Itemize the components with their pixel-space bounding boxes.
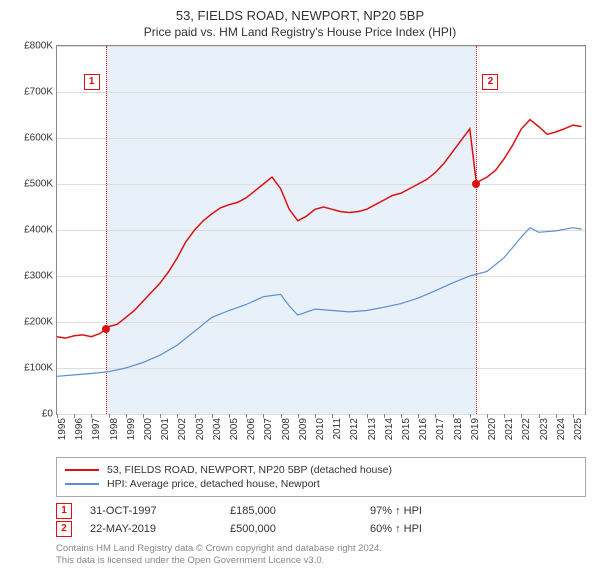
x-tick-label: 2017 — [435, 418, 446, 440]
x-tick-label: 1999 — [126, 418, 137, 440]
x-tick-label: 2021 — [504, 418, 515, 440]
x-tick-label: 1997 — [91, 418, 102, 440]
chart-title: 53, FIELDS ROAD, NEWPORT, NP20 5BP — [8, 8, 592, 23]
x-tick-label: 2003 — [195, 418, 206, 440]
y-tick-label: £400K — [24, 225, 53, 236]
x-tick-label: 2012 — [349, 418, 360, 440]
x-tick-label: 2005 — [229, 418, 240, 440]
x-tick-label: 2006 — [246, 418, 257, 440]
y-tick-label: £600K — [24, 133, 53, 144]
x-tick-label: 2008 — [281, 418, 292, 440]
y-tick-label: £500K — [24, 179, 53, 190]
attribution-line1: Contains HM Land Registry data © Crown c… — [56, 543, 592, 555]
legend-row: HPI: Average price, detached house, Newp… — [65, 478, 577, 490]
marker-row: 2 22-MAY-2019£500,00060% ↑ HPI — [56, 521, 592, 537]
y-tick-label: £200K — [24, 317, 53, 328]
title-block: 53, FIELDS ROAD, NEWPORT, NP20 5BP Price… — [8, 8, 592, 39]
marker-price: £185,000 — [230, 505, 370, 517]
x-tick-label: 2013 — [367, 418, 378, 440]
x-tick-label: 2019 — [470, 418, 481, 440]
marker-row: 1 31-OCT-1997£185,00097% ↑ HPI — [56, 503, 592, 519]
marker-id-box: 2 — [56, 521, 72, 537]
x-tick-label: 2011 — [332, 418, 343, 440]
marker-date: 31-OCT-1997 — [90, 505, 230, 517]
x-tick-label: 2010 — [315, 418, 326, 440]
y-tick-label: £100K — [24, 363, 53, 374]
line-series — [57, 120, 582, 339]
x-tick-label: 2018 — [453, 418, 464, 440]
x-tick-label: 2001 — [160, 418, 171, 440]
plot-area: £0£100K£200K£300K£400K£500K£600K£700K£80… — [56, 45, 586, 415]
x-tick-label: 2024 — [556, 418, 567, 440]
marker-delta: 97% ↑ HPI — [370, 505, 510, 517]
x-tick-label: 1996 — [74, 418, 85, 440]
y-axis: £0£100K£200K£300K£400K£500K£600K£700K£80… — [9, 46, 57, 414]
x-tick-label: 2022 — [521, 418, 532, 440]
legend-swatch — [65, 469, 99, 471]
x-tick-label: 2014 — [384, 418, 395, 440]
legend-row: 53, FIELDS ROAD, NEWPORT, NP20 5BP (deta… — [65, 464, 577, 476]
marker-table: 1 31-OCT-1997£185,00097% ↑ HPI 2 22-MAY-201… — [56, 503, 592, 537]
chart-subtitle: Price paid vs. HM Land Registry's House … — [8, 25, 592, 39]
x-tick-label: 2002 — [177, 418, 188, 440]
x-tick-label: 1998 — [109, 418, 120, 440]
x-tick-label: 2009 — [298, 418, 309, 440]
x-tick-label: 2000 — [143, 418, 154, 440]
x-tick-label: 2023 — [539, 418, 550, 440]
x-tick-label: 2015 — [401, 418, 412, 440]
attribution: Contains HM Land Registry data © Crown c… — [56, 543, 592, 568]
x-tick-label: 2007 — [263, 418, 274, 440]
legend-label: 53, FIELDS ROAD, NEWPORT, NP20 5BP (deta… — [107, 464, 392, 476]
legend: 53, FIELDS ROAD, NEWPORT, NP20 5BP (deta… — [56, 457, 586, 497]
marker-id-box: 1 — [56, 503, 72, 519]
x-tick-label: 2004 — [212, 418, 223, 440]
y-tick-label: £700K — [24, 87, 53, 98]
marker-price: £500,000 — [230, 523, 370, 535]
x-axis: 1995 1996 1997 1998 1999 2000 2001 2002 2003 2004… — [57, 414, 585, 452]
line-series-svg — [57, 46, 585, 414]
marker-delta: 60% ↑ HPI — [370, 523, 510, 535]
x-tick-label: 1995 — [57, 418, 68, 440]
marker-date: 22-MAY-2019 — [90, 523, 230, 535]
y-tick-label: £800K — [24, 41, 53, 52]
x-tick-label: 2020 — [487, 418, 498, 440]
legend-label: HPI: Average price, detached house, Newp… — [107, 478, 320, 490]
legend-swatch — [65, 483, 99, 485]
x-tick-label: 2016 — [418, 418, 429, 440]
y-tick-label: £0 — [42, 409, 53, 420]
attribution-line2: This data is licensed under the Open Gov… — [56, 555, 592, 567]
y-tick-label: £300K — [24, 271, 53, 282]
x-tick-label: 2025 — [573, 418, 584, 440]
chart-container: 53, FIELDS ROAD, NEWPORT, NP20 5BP Price… — [0, 0, 600, 560]
line-series — [57, 228, 582, 377]
